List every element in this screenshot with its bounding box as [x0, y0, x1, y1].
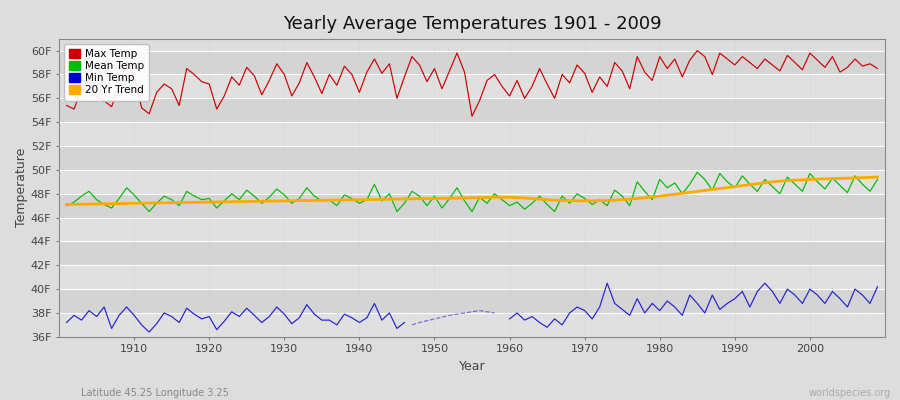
- Bar: [59, 146, 885, 170]
- Y-axis label: Temperature: Temperature: [15, 148, 28, 228]
- Bar: [59, 313, 885, 337]
- Bar: [59, 265, 885, 289]
- Bar: [59, 289, 885, 313]
- Bar: [59, 218, 885, 242]
- Bar: [59, 122, 885, 146]
- Bar: [59, 98, 885, 122]
- Legend: Max Temp, Mean Temp, Min Temp, 20 Yr Trend: Max Temp, Mean Temp, Min Temp, 20 Yr Tre…: [64, 44, 149, 100]
- Bar: [59, 242, 885, 265]
- Bar: [59, 194, 885, 218]
- Text: worldspecies.org: worldspecies.org: [809, 388, 891, 398]
- Bar: [59, 74, 885, 98]
- X-axis label: Year: Year: [459, 360, 485, 373]
- Text: Latitude 45.25 Longitude 3.25: Latitude 45.25 Longitude 3.25: [81, 388, 229, 398]
- Bar: [59, 170, 885, 194]
- Bar: [59, 51, 885, 74]
- Title: Yearly Average Temperatures 1901 - 2009: Yearly Average Temperatures 1901 - 2009: [283, 15, 662, 33]
